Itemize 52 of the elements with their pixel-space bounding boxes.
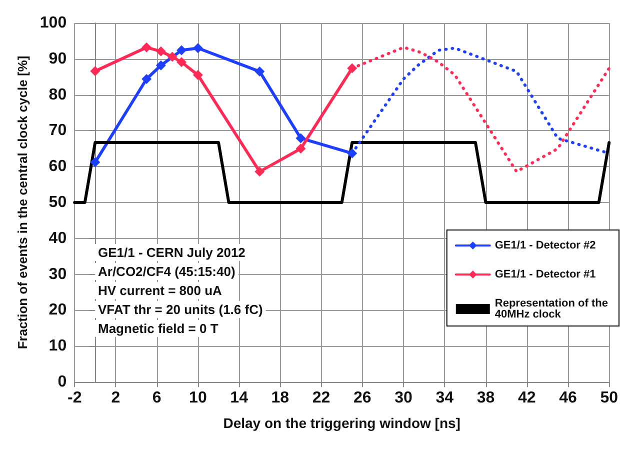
x-axis-title: Delay on the triggering window [ns]	[223, 415, 460, 431]
y-tick-label: 40	[48, 230, 67, 247]
x-tick-label: 18	[271, 390, 290, 406]
point	[192, 70, 203, 80]
point	[296, 133, 306, 144]
x-tick-label: 46	[559, 390, 577, 406]
legend-label: GE1/1 - Detector #2	[494, 240, 596, 252]
x-tick-label: 34	[436, 390, 454, 406]
y-tick-label: 100	[40, 14, 67, 32]
annotation: GE1/1 - CERN July 2012	[98, 245, 246, 260]
x-tick-label: -2	[67, 390, 82, 406]
point	[347, 63, 358, 74]
point	[254, 166, 265, 177]
x-tick-label: 50	[600, 390, 618, 406]
y-tick-label: 10	[48, 338, 67, 355]
legend-label: GE1/1 - Detector #1	[494, 268, 596, 280]
y-tick-label: 60	[48, 158, 67, 176]
legend-label: Representation of the 40MHz clock	[494, 298, 611, 320]
annotation: HV current = 800 uA	[98, 283, 223, 298]
point	[192, 43, 203, 54]
y-tick-label: 80	[48, 86, 67, 104]
point	[156, 46, 166, 56]
annotation: Magnetic field = 0 T	[98, 321, 218, 336]
x-tick-label: 22	[312, 390, 330, 406]
point	[90, 157, 100, 168]
x-tick-label: 6	[152, 390, 162, 406]
point	[347, 148, 358, 158]
x-tick-label: 38	[476, 390, 495, 406]
x-tick-label: 26	[354, 390, 372, 406]
point	[156, 60, 166, 70]
point	[142, 74, 152, 84]
y-tick-label: 90	[48, 50, 67, 68]
annotation: VFAT thr = 20 units (1.6 fC)	[98, 302, 263, 317]
y-axis-title: Fraction of events in the central clock cycle [%]	[15, 56, 30, 350]
point	[254, 66, 265, 76]
y-tick-label: 0	[58, 374, 67, 390]
y-tick-label: 70	[48, 122, 67, 140]
point	[296, 144, 306, 154]
x-tick-label: 2	[111, 390, 120, 406]
point	[142, 42, 152, 52]
x-tick-label: 10	[189, 390, 207, 406]
x-tick-label: 14	[230, 390, 248, 406]
y-tick-label: 50	[48, 194, 67, 211]
point	[176, 45, 186, 56]
y-tick-label: 30	[48, 266, 67, 283]
x-tick-label: 30	[394, 390, 413, 406]
annotation: Ar/CO2/CF4 (45:15:40)	[98, 264, 236, 279]
x-tick-label: 42	[518, 390, 536, 406]
point	[90, 66, 100, 76]
y-tick-label: 20	[48, 302, 67, 319]
point	[167, 52, 178, 62]
point	[176, 57, 186, 68]
